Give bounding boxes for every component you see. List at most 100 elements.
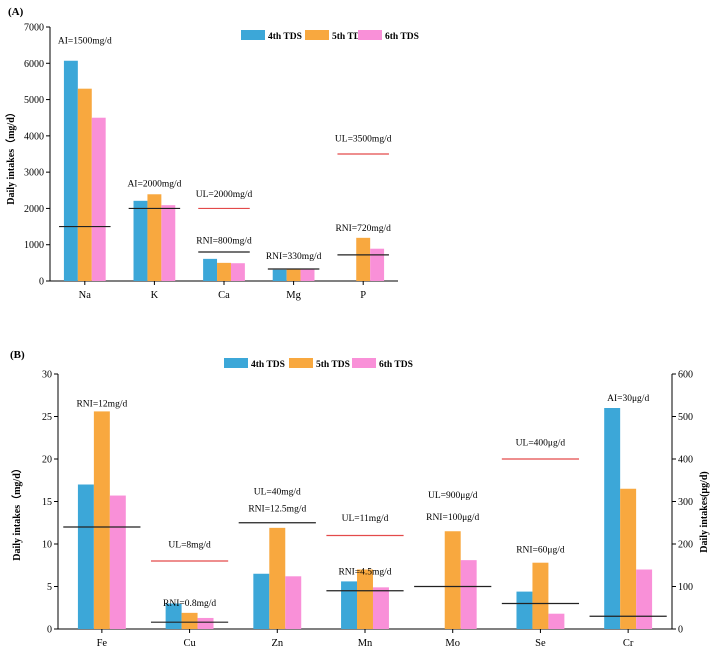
bar-k-6th-tds [161, 205, 176, 281]
bar-ca-4th-tds [203, 258, 218, 281]
x-tick-label-cu: Cu [183, 638, 196, 649]
bar-mg-6th-tds [300, 269, 315, 281]
bar-na-5th-tds [77, 88, 92, 281]
x-tick-label-fe: Fe [97, 638, 108, 649]
bar-p-6th-tds [370, 248, 385, 281]
x-tick-label-p: P [360, 290, 366, 301]
legend-label-6th-tds: 6th TDS [379, 360, 413, 370]
bar-se-4th-tds [516, 591, 533, 629]
y-tick-label: 6000 [24, 59, 44, 70]
legend-swatch-4th-tds [241, 30, 265, 40]
legend-label-5th-tds: 5th TDS [332, 32, 366, 42]
ref-label-mn-ul-11mg-d: UL=11mg/d [342, 514, 389, 524]
bar-cu-6th-tds [197, 617, 214, 629]
bar-k-5th-tds [147, 194, 162, 281]
y-tick-label: 15 [42, 497, 52, 508]
y-tick-label: 25 [42, 412, 52, 423]
y-right-tick-label: 100 [678, 582, 693, 593]
bar-cr-4th-tds [604, 408, 621, 629]
x-tick-label-na: Na [79, 290, 92, 301]
panel-b-label: (B) [10, 349, 25, 361]
x-tick-label-mn: Mn [358, 638, 373, 649]
bar-fe-5th-tds [93, 411, 110, 629]
panel-a-label: (A) [8, 6, 24, 18]
bar-mg-5th-tds [286, 269, 301, 281]
legend-swatch-5th-tds [289, 358, 313, 368]
y-tick-label: 5000 [24, 95, 44, 106]
legend-swatch-4th-tds [224, 358, 248, 368]
x-tick-label-k: K [151, 290, 159, 301]
legend-label-4th-tds: 4th TDS [251, 360, 285, 370]
ref-label-se-rni-60-g-d: RNI=60μg/d [516, 546, 565, 556]
y-tick-label: 1000 [24, 240, 44, 251]
ref-label-na-ai-1500mg-d: AI=1500mg/d [58, 36, 112, 46]
bar-mn-4th-tds [341, 581, 358, 629]
bar-se-5th-tds [532, 562, 549, 629]
ref-label-cu-ul-8mg-d: UL=8mg/d [168, 540, 211, 550]
x-tick-label-ca: Ca [218, 290, 230, 301]
bar-fe-4th-tds [77, 484, 94, 629]
y-tick-label: 2000 [24, 204, 44, 215]
bar-cr-6th-tds [636, 569, 653, 629]
panel-b-ylabel-right: Daily intakes(μg/d) [699, 471, 710, 553]
legend-label-5th-tds: 5th TDS [316, 360, 350, 370]
ref-label-fe-rni-12mg-d: RNI=12mg/d [76, 399, 127, 409]
y-tick-label: 5 [47, 582, 52, 593]
y-right-tick-label: 600 [678, 370, 693, 381]
x-tick-label-cr: Cr [623, 638, 634, 649]
legend-label-6th-tds: 6th TDS [385, 32, 419, 42]
y-tick-label: 3000 [24, 168, 44, 179]
bar-cu-5th-tds [181, 612, 198, 629]
legend-swatch-6th-tds [358, 30, 382, 40]
x-tick-label-zn: Zn [271, 638, 283, 649]
y-tick-label: 30 [42, 370, 52, 381]
bar-zn-4th-tds [253, 573, 270, 629]
ref-label-cr-ai-30-g-d: AI=30μg/d [607, 394, 649, 404]
ref-label-se-ul-400-g-d: UL=400μg/d [516, 438, 566, 448]
ref-label-p-rni-720mg-d: RNI=720mg/d [335, 224, 391, 234]
x-tick-label-mg: Mg [286, 290, 301, 301]
bar-k-4th-tds [133, 200, 148, 281]
y-tick-label: 7000 [24, 23, 44, 34]
bar-cr-5th-tds [620, 488, 637, 629]
y-tick-label: 20 [42, 455, 52, 466]
bar-mo-5th-tds [444, 531, 461, 629]
bar-na-6th-tds [91, 117, 106, 281]
ref-label-k-ai-2000mg-d: AI=2000mg/d [127, 180, 181, 190]
bar-ca-5th-tds [217, 262, 231, 281]
ref-label-mn-rni-4-5mg-d: RNI=4.5mg/d [338, 568, 391, 578]
ref-label-mg-rni-330mg-d: RNI=330mg/d [266, 252, 322, 262]
legend-swatch-5th-tds [305, 30, 329, 40]
panel-a-ylabel: Daily intakes（mg/d） [4, 107, 17, 205]
bar-fe-6th-tds [109, 495, 126, 629]
bar-mn-5th-tds [357, 569, 373, 629]
ref-label-zn-rni-12-5mg-d: RNI=12.5mg/d [248, 505, 306, 515]
panel-a-legend: 4th TDS 5th TDS 6th TDS [241, 30, 419, 42]
y-right-tick-label: 300 [678, 497, 693, 508]
y-right-tick-label: 200 [678, 540, 693, 551]
y-tick-label: 10 [42, 540, 52, 551]
y-right-tick-label: 0 [678, 625, 683, 636]
y-right-tick-label: 500 [678, 412, 693, 423]
panel-b: (B) Daily intakes（mg/d） Daily intakes(μg… [10, 349, 710, 649]
x-tick-label-mo: Mo [445, 638, 460, 649]
bar-zn-6th-tds [285, 576, 302, 629]
y-right-tick-label: 400 [678, 455, 693, 466]
bar-mo-6th-tds [460, 560, 477, 629]
legend-swatch-6th-tds [352, 358, 376, 368]
panel-a: (A) Daily intakes（mg/d） 4th TDS 5th TDS … [4, 6, 419, 301]
bar-ca-6th-tds [230, 263, 245, 281]
y-tick-label: 0 [47, 625, 52, 636]
y-tick-label: 0 [39, 277, 44, 288]
ref-label-mo-rni-100-g-d: RNI=100μg/d [426, 513, 479, 523]
ref-label-cu-rni-0-8mg-d: RNI=0.8mg/d [163, 599, 216, 609]
panel-b-legend: 4th TDS 5th TDS 6th TDS [224, 358, 413, 370]
bar-zn-5th-tds [269, 527, 286, 629]
ref-label-zn-ul-40mg-d: UL=40mg/d [254, 488, 301, 498]
y-tick-label: 4000 [24, 131, 44, 142]
x-tick-label-se: Se [535, 638, 546, 649]
ref-label-mo-ul-900-g-d: UL=900μg/d [428, 491, 478, 501]
ref-label-ca-ul-2000mg-d: UL=2000mg/d [196, 190, 253, 200]
ref-label-ca-rni-800mg-d: RNI=800mg/d [196, 236, 252, 246]
legend-label-4th-tds: 4th TDS [268, 32, 302, 42]
